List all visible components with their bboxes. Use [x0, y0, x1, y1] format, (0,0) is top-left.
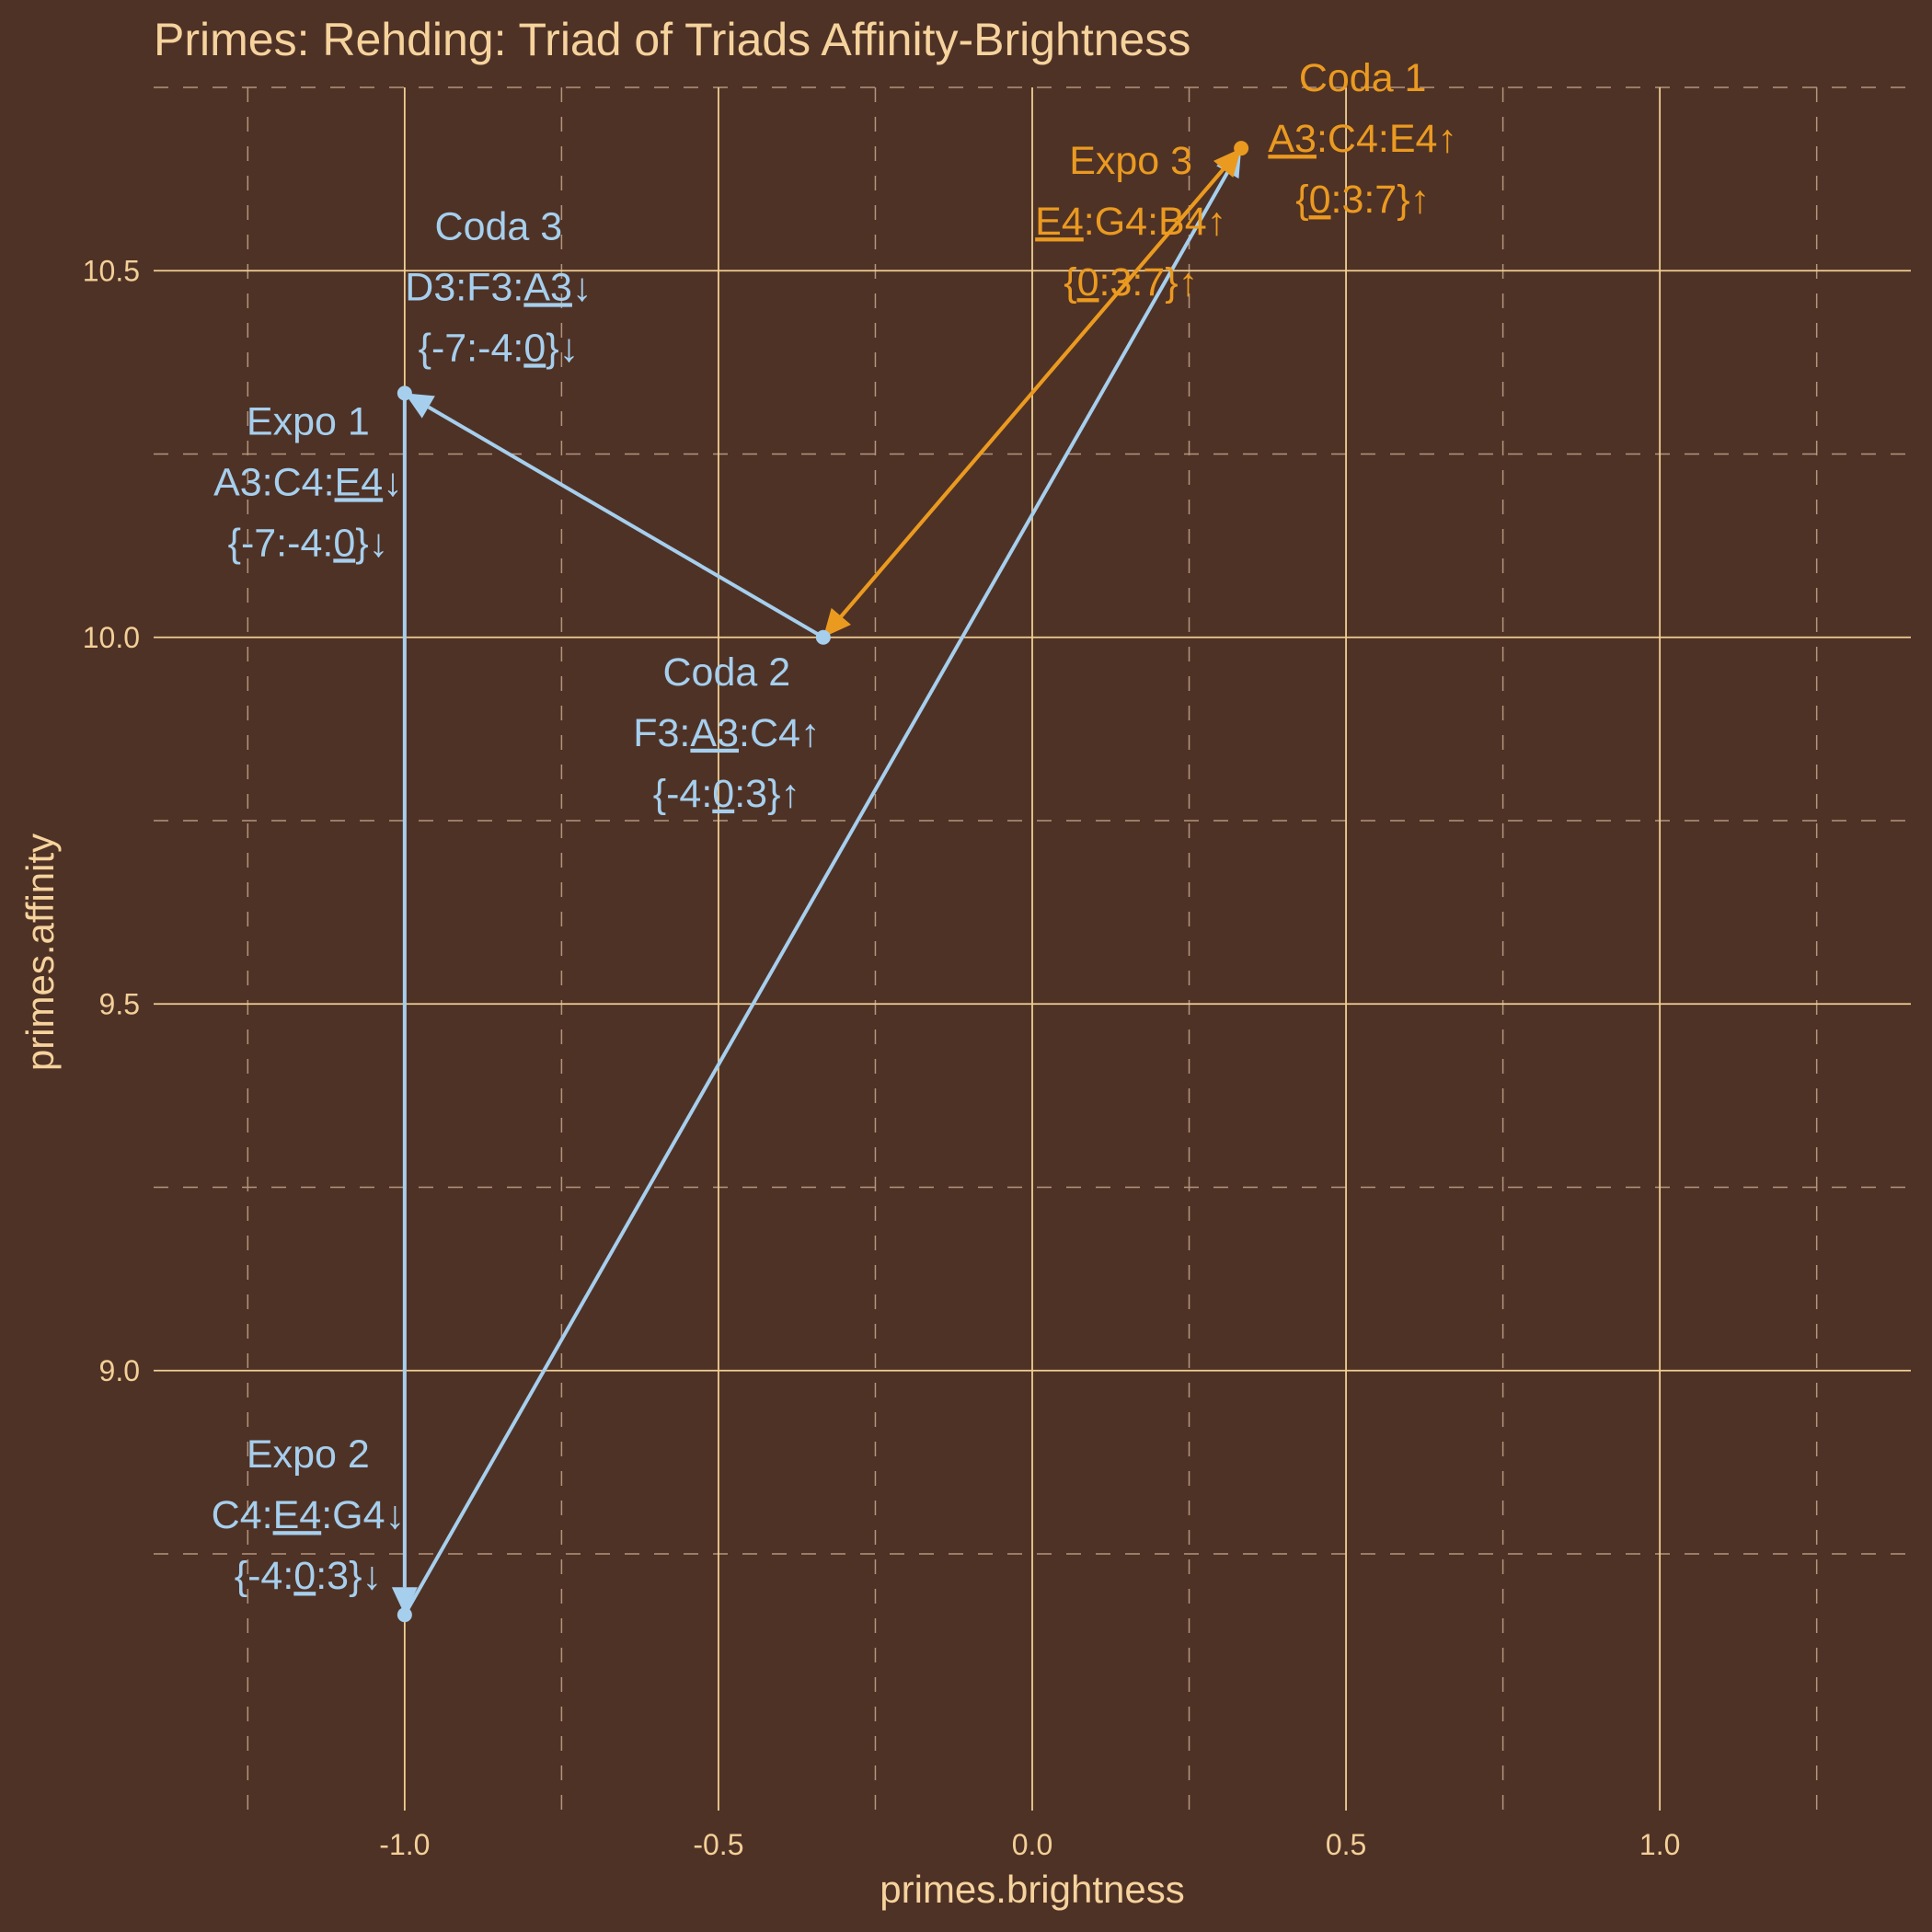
label-coda3: Coda 3 D3:F3:A3↓ {-7:-4:0}↓ [405, 204, 592, 370]
y-tick-label: 9.0 [99, 1354, 140, 1387]
label-intervals: {-4:0:3}↑ [653, 772, 800, 816]
label-expo1: Expo 1 A3:C4:E4↓ {-7:-4:0}↓ [213, 399, 403, 565]
label-segment: F3: [633, 711, 690, 755]
label-notes: D3:F3:A3↓ [405, 265, 592, 309]
arrow-head [1213, 148, 1242, 178]
label-segment: A3 [1268, 117, 1317, 161]
label-segment: 0 [523, 326, 546, 370]
label-segment: :3:7}↑ [1331, 178, 1431, 222]
label-intervals: {-4:0:3}↓ [235, 1554, 382, 1598]
label-name: Expo 2 [247, 1432, 370, 1477]
label-segment: {-4: [653, 772, 713, 816]
label-segment: C4: [212, 1493, 273, 1537]
label-notes: C4:E4:G4↓ [212, 1493, 405, 1537]
label-segment: A3 [690, 711, 739, 755]
label-intervals: {-7:-4:0}↓ [419, 326, 580, 370]
label-segment: { [1064, 260, 1076, 305]
x-tick-label: -1.0 [379, 1828, 430, 1861]
label-segment: Coda 2 [663, 650, 791, 695]
label-name: Expo 1 [247, 399, 370, 443]
label-segment: A3:C4: [213, 460, 334, 504]
label-notes: E4:G4:B4↑ [1035, 200, 1226, 244]
label-segment: Coda 1 [1299, 56, 1427, 100]
label-intervals: {0:3:7}↑ [1064, 260, 1198, 305]
label-name: Expo 3 [1069, 139, 1192, 183]
label-intervals: {0:3:7}↑ [1295, 178, 1430, 222]
label-coda2: Coda 2 F3:A3:C4↑ {-4:0:3}↑ [633, 650, 820, 816]
tick-labels: -1.0 -0.5 0.0 0.5 1.0 9.0 9.5 10.0 10.5 [83, 254, 1681, 1861]
point-expo2 [397, 1607, 412, 1623]
point-coda2 [815, 629, 831, 645]
arrow-head [404, 393, 435, 419]
arrow-4 [822, 148, 1242, 639]
label-segment: :3:7}↑ [1099, 260, 1199, 305]
x-tick-label: -0.5 [693, 1828, 743, 1861]
arrow-shaft [822, 167, 1225, 639]
label-segment: }↓ [355, 521, 388, 565]
label-segment: Expo 3 [1069, 139, 1192, 183]
point-labels: Expo 1A3:C4:E4↓{-7:-4:0}↓Expo 2C4:E4:G4↓… [212, 56, 1457, 1598]
label-segment: :3}↑ [734, 772, 800, 816]
label-segment: {-7:-4: [419, 326, 524, 370]
arrow-head [391, 1587, 418, 1616]
arrow-0 [391, 393, 418, 1616]
label-segment: D3:F3: [405, 265, 523, 309]
label-name: Coda 1 [1299, 56, 1427, 100]
label-segment: A3 [523, 265, 572, 309]
x-axis-title: primes.brightness [880, 1868, 1184, 1911]
label-segment: 0 [1077, 260, 1099, 305]
label-segment: E4 [1035, 200, 1084, 244]
label-coda1: Coda 1A3:C4:E4↑{0:3:7}↑ [1268, 56, 1457, 222]
label-notes: A3:C4:E4↑ [1268, 117, 1457, 161]
x-tick-label: 1.0 [1639, 1828, 1680, 1861]
label-segment: :C4↑ [739, 711, 820, 755]
label-segment: ↓ [383, 460, 403, 504]
label-segment: :G4:B4↑ [1084, 200, 1226, 244]
point-coda1 [1234, 141, 1249, 156]
arrows [391, 146, 1243, 1616]
y-axis-title: primes.affinity [18, 834, 62, 1071]
label-segment: Coda 3 [435, 204, 563, 248]
label-segment: Expo 1 [247, 399, 370, 443]
label-name: Coda 3 [435, 204, 563, 248]
label-segment: 0 [1309, 178, 1331, 222]
label-segment: 0 [333, 521, 355, 565]
label-segment: {-4: [235, 1554, 294, 1598]
label-name: Coda 2 [663, 650, 791, 695]
label-segment: E4 [273, 1493, 322, 1537]
label-segment: Expo 2 [247, 1432, 370, 1477]
label-notes: A3:C4:E4↓ [213, 460, 403, 504]
label-segment: :3}↓ [316, 1554, 382, 1598]
x-tick-label: 0.0 [1012, 1828, 1052, 1861]
label-segment: {-7:-4: [228, 521, 334, 565]
arrow-shaft [403, 171, 1230, 1616]
label-segment: 0 [712, 772, 734, 816]
chart-title: Primes: Rehding: Triad of Triads Affinit… [154, 14, 1190, 65]
label-intervals: {-7:-4:0}↓ [228, 521, 389, 565]
points [397, 141, 1249, 1623]
y-tick-label: 10.0 [83, 621, 140, 654]
label-expo3: Expo 3E4:G4:B4↑{0:3:7}↑ [1035, 139, 1226, 305]
label-segment: }↓ [546, 326, 579, 370]
y-tick-label: 10.5 [83, 254, 140, 287]
point-expo1 [397, 385, 412, 401]
label-segment: :C4:E4↑ [1317, 117, 1457, 161]
x-tick-label: 0.5 [1326, 1828, 1366, 1861]
label-segment: E4 [335, 460, 384, 504]
label-segment: :G4↓ [321, 1493, 405, 1537]
label-segment: ↓ [572, 265, 592, 309]
label-notes: F3:A3:C4↑ [633, 711, 820, 755]
grid [154, 86, 1911, 1811]
arrow-shaft [427, 405, 824, 639]
y-tick-label: 9.5 [99, 987, 140, 1020]
label-segment: 0 [293, 1554, 316, 1598]
arrow-3 [404, 393, 824, 639]
label-segment: { [1295, 178, 1308, 222]
label-expo2: Expo 2 C4:E4:G4↓ {-4:0:3}↓ [212, 1432, 405, 1598]
